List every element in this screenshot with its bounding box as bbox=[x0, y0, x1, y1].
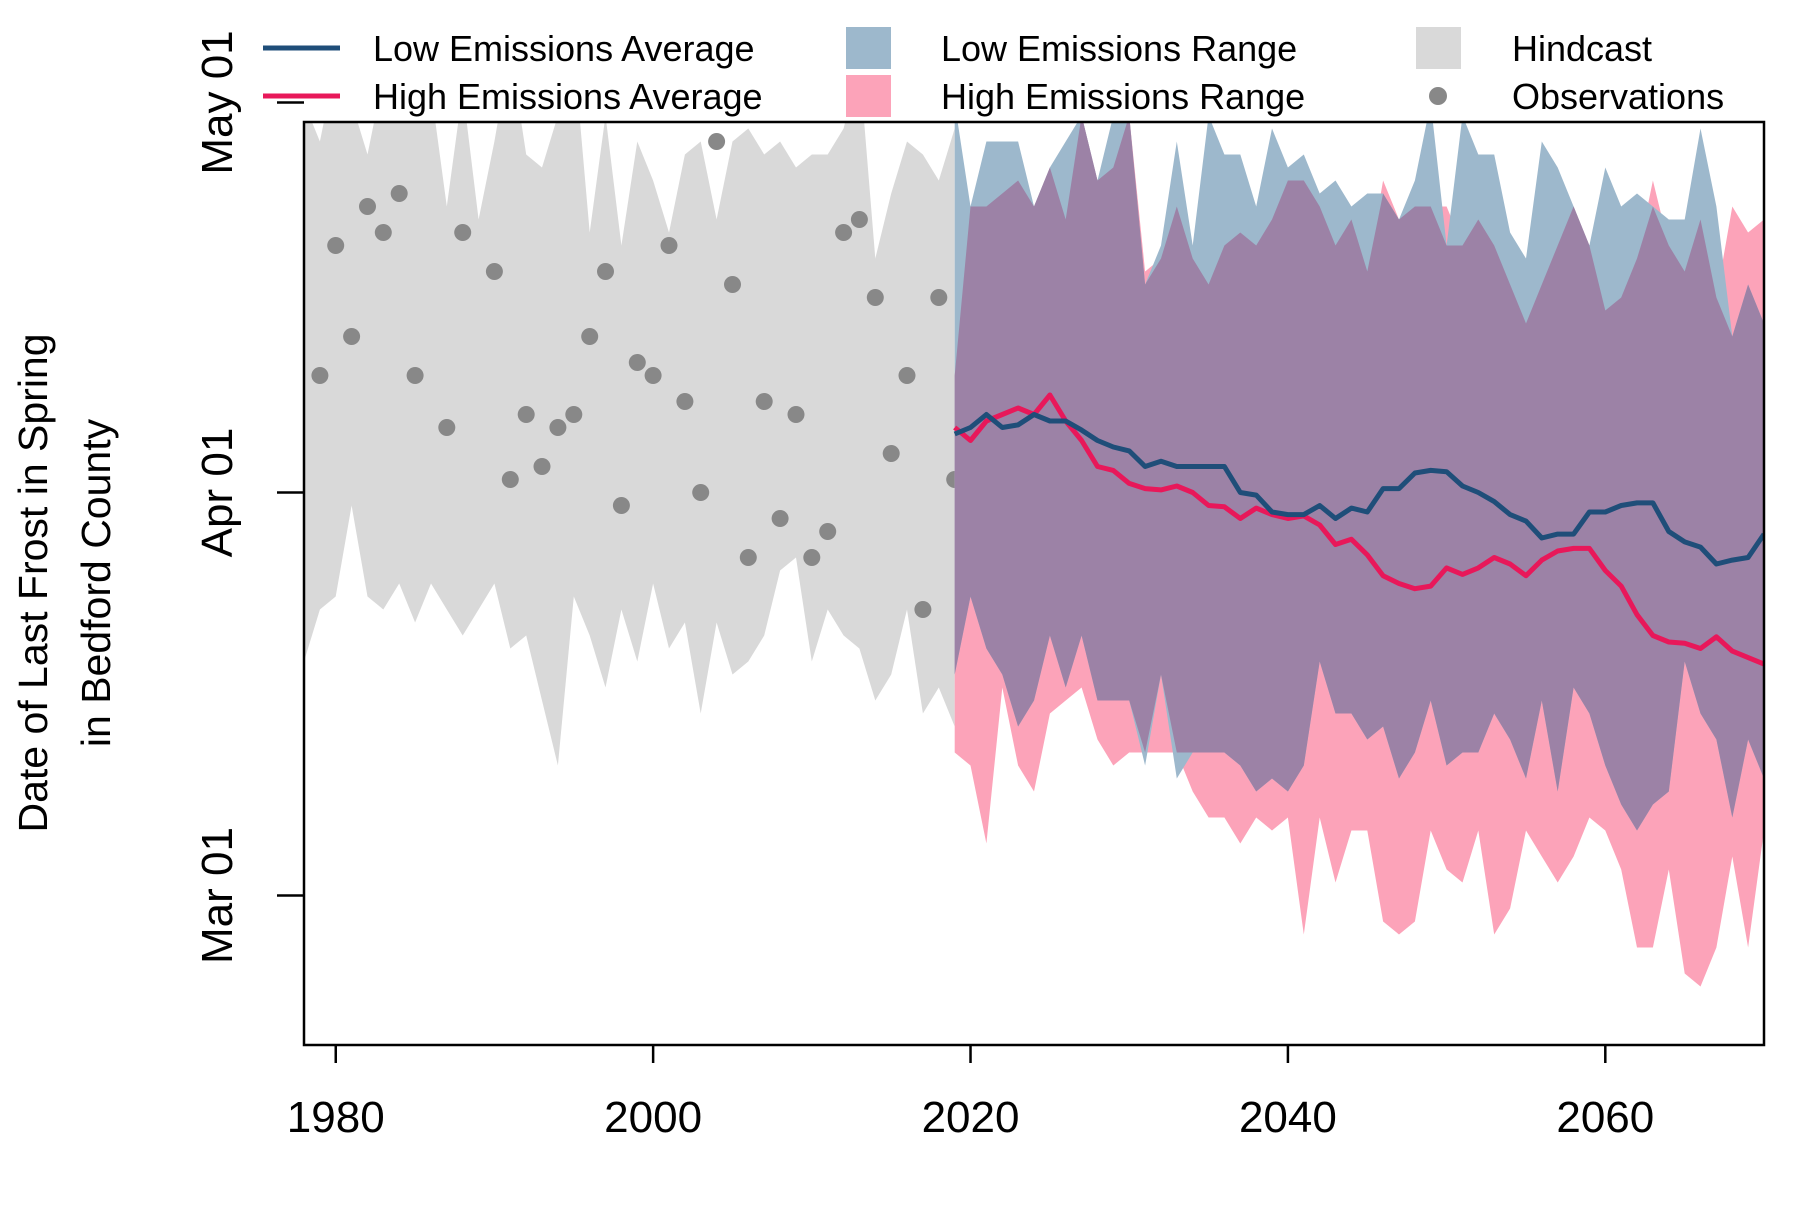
observation-point bbox=[374, 224, 392, 241]
observation-point bbox=[454, 224, 472, 241]
observation-point bbox=[708, 133, 726, 150]
observation-point bbox=[406, 367, 424, 384]
observation-point bbox=[739, 549, 757, 566]
observation-point bbox=[517, 406, 535, 423]
observation-point bbox=[327, 237, 345, 254]
y-tick-label: Mar 01 bbox=[193, 827, 242, 964]
y-tick-label: May 01 bbox=[193, 30, 242, 174]
observation-point bbox=[628, 354, 646, 371]
legend-swatch-high-range bbox=[846, 75, 891, 117]
observation-point bbox=[755, 393, 773, 410]
observation-point bbox=[771, 510, 789, 527]
legend-swatch-low-range bbox=[846, 27, 891, 69]
observation-point bbox=[311, 367, 329, 384]
observation-point bbox=[692, 484, 710, 501]
observation-point bbox=[866, 289, 884, 306]
plot-frame bbox=[302, 120, 1766, 1047]
observation-point bbox=[343, 328, 361, 345]
observation-point bbox=[438, 419, 456, 436]
y-tick-label: Apr 01 bbox=[193, 428, 242, 558]
x-tick-label: 2060 bbox=[1556, 1093, 1654, 1142]
observation-point bbox=[501, 471, 519, 488]
observation-point bbox=[850, 211, 868, 228]
plot-area bbox=[304, 122, 1764, 987]
observation-point bbox=[835, 224, 853, 241]
observation-point bbox=[533, 458, 551, 475]
observation-point bbox=[597, 263, 614, 280]
high-emissions-average-line bbox=[953, 392, 1764, 667]
observation-point bbox=[898, 367, 916, 384]
observation-point bbox=[612, 497, 630, 514]
x-tick-label: 1980 bbox=[287, 1093, 385, 1142]
observation-point bbox=[724, 276, 741, 293]
observation-point bbox=[819, 523, 837, 540]
legend-label-observations: Observations bbox=[1512, 76, 1724, 117]
x-tick-label: 2040 bbox=[1239, 1093, 1337, 1142]
legend-swatch-observations bbox=[1429, 87, 1447, 105]
x-tick-label: 2020 bbox=[922, 1093, 1020, 1142]
observation-point bbox=[644, 367, 662, 384]
legend-label-low-average: Low Emissions Average bbox=[373, 28, 755, 69]
observation-point bbox=[359, 198, 376, 215]
legend-label-low-range: Low Emissions Range bbox=[941, 28, 1297, 69]
legend-label-high-range: High Emissions Range bbox=[941, 76, 1305, 117]
observation-point bbox=[565, 406, 583, 423]
x-axis: 1980 2000 2020 2040 2060 bbox=[287, 1045, 1654, 1142]
observation-point bbox=[549, 419, 567, 436]
observation-point bbox=[803, 549, 821, 566]
y-axis-label-line2: in Bedford County bbox=[73, 418, 119, 747]
x-tick-label: 2000 bbox=[604, 1093, 702, 1142]
observation-point bbox=[485, 263, 503, 280]
legend-label-high-average: High Emissions Average bbox=[373, 76, 763, 117]
y-axis-label-line1: Date of Last Frost in Spring bbox=[10, 333, 56, 832]
observation-point bbox=[914, 601, 932, 618]
observation-point bbox=[390, 185, 408, 202]
observation-point bbox=[882, 445, 900, 462]
observation-point bbox=[930, 289, 948, 306]
hindcast-band bbox=[304, 122, 955, 766]
range-overlap bbox=[954, 122, 1764, 831]
legend: Low Emissions Average High Emissions Ave… bbox=[263, 27, 1724, 117]
observation-point bbox=[787, 406, 805, 423]
observation-point bbox=[581, 328, 599, 345]
observation-point bbox=[676, 393, 694, 410]
low-emissions-average-line bbox=[953, 412, 1764, 567]
observation-point bbox=[660, 237, 678, 254]
y-axis: Mar 01 Apr 01 May 01 bbox=[193, 30, 304, 964]
legend-swatch-hindcast bbox=[1416, 27, 1461, 69]
legend-label-hindcast: Hindcast bbox=[1512, 28, 1652, 69]
